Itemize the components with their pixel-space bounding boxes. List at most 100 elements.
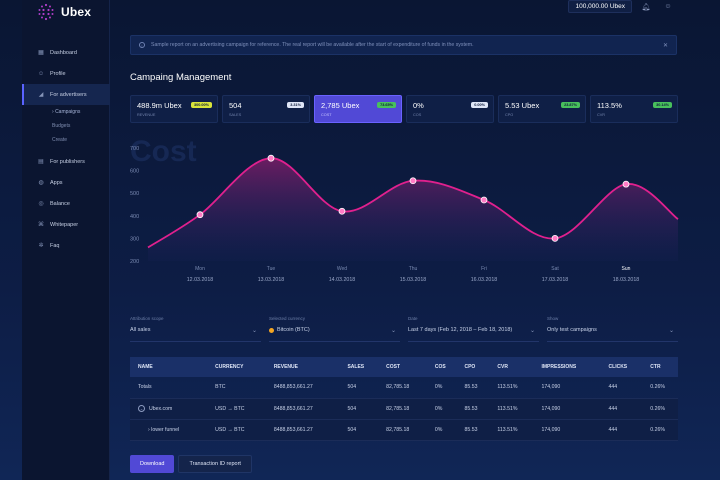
column-header[interactable]: IMPRESSIONS (533, 357, 601, 377)
table-cell-clicks: 444 (600, 419, 643, 441)
sidebar-item-for-publishers[interactable]: ▤ For publishers (22, 151, 110, 172)
sidebar-item-profile[interactable]: ☺ Profile (22, 63, 110, 84)
cell-text: 8488,853,661.27 (273, 426, 313, 433)
chevron-right-icon[interactable]: › (148, 426, 152, 433)
data-point[interactable] (338, 207, 346, 215)
sidebar-item-label: Whitepaper (50, 221, 79, 228)
close-icon[interactable]: ✕ (662, 43, 668, 49)
expand-toggle-icon[interactable]: ⌄ (138, 405, 145, 412)
table-cell-revenue: 8488,853,661.27 (265, 398, 340, 420)
table-cell-name: ⌄ Ubex.com (130, 398, 208, 420)
attribution-scope-select[interactable]: Attribution scope All sales ⌄ (130, 314, 261, 342)
table-cell-cvr: 113.51% (489, 377, 534, 399)
column-header[interactable]: REVENUE (265, 357, 340, 377)
filter-value: Only test campaigns (547, 327, 678, 333)
column-header[interactable]: NAME (130, 357, 208, 377)
y-tick-label: 500 (130, 191, 139, 197)
table-cell-currency: USD → BTC (207, 419, 266, 441)
x-tick-date: 12.03.2018 (187, 277, 214, 283)
main-content: 100,000.00 Ubex 🔔︎ ☺ i Sample report on … (110, 0, 720, 480)
x-tick-date: 14.03.2018 (329, 277, 356, 283)
data-point[interactable] (196, 211, 204, 219)
sidebar-item-balance[interactable]: ◎ Balance (22, 193, 110, 214)
data-point[interactable] (267, 154, 275, 162)
table-cell-cos: 0% (426, 377, 457, 399)
currency-select[interactable]: Selected currency Bitcoin (BTC) ⌄ (269, 314, 400, 342)
column-header[interactable]: CLICKS (600, 357, 643, 377)
table-cell-impressions: 174,090 (533, 419, 601, 441)
metric-card-sales[interactable]: 504 SALES 3.31% (222, 95, 310, 123)
logo[interactable]: Ubex (36, 2, 91, 22)
sidebar-item-faq[interactable]: ✲ Faq (22, 235, 110, 256)
metric-badge: 3.31% (287, 102, 304, 108)
dashboard-icon: ▦ (38, 49, 44, 56)
sidebar-item-for-advertisers[interactable]: ◢ For advertisers (22, 84, 110, 105)
data-point[interactable] (622, 180, 630, 188)
cell-text: 444 (608, 405, 618, 412)
table-header: NAME CURRENCY REVENUE SALES COST COS CPO CVR IMP… (130, 357, 678, 377)
sidebar: Ubex ▦ Dashboard ☺ Profile ◢ For adverti… (22, 0, 110, 480)
bell-icon[interactable]: 🔔︎ (641, 3, 651, 11)
balance-icon: ◎ (38, 200, 44, 207)
table-cell-clicks: 444 (600, 398, 643, 420)
table-cell-cpo: 85.53 (456, 398, 490, 420)
x-tick-day: Thu (409, 266, 418, 272)
column-header[interactable]: CVR (489, 357, 534, 377)
data-point[interactable] (480, 196, 488, 204)
sidebar-item-label: Apps (50, 179, 63, 186)
cell-text: 444 (608, 384, 618, 391)
x-tick-date: 16.03.2018 (471, 277, 498, 283)
metric-card-revenue[interactable]: 488.9m Ubex REVENUE 300.00% (130, 95, 218, 123)
download-button[interactable]: Download (130, 455, 175, 473)
cell-text: 8488,853,661.27 (273, 405, 313, 412)
sidebar-subitem-create[interactable]: Create (22, 133, 110, 147)
filter-value-text: Last 7 days (Feb 12, 2018 – Feb 18, 2018… (408, 327, 513, 333)
cell-text: 504 (347, 426, 357, 433)
metric-card-cpo[interactable]: 5.53 Ubex CPO 23.87% (498, 95, 586, 123)
cell-text: 0% (434, 405, 443, 412)
sidebar-item-dashboard[interactable]: ▦ Dashboard (22, 42, 110, 63)
column-header[interactable]: COST (378, 357, 427, 377)
table-cell-cpo: 85.53 (456, 419, 490, 441)
cell-text: 0.26% (650, 426, 666, 433)
column-header[interactable]: CURRENCY (207, 357, 266, 377)
table-cell-currency: BTC (207, 377, 266, 399)
metric-card-cos[interactable]: 0% COS 0.00% (406, 95, 494, 123)
data-point[interactable] (409, 177, 417, 185)
column-header[interactable]: CPO (456, 357, 490, 377)
column-header[interactable]: COS (426, 357, 457, 377)
x-tick-day: Sat (551, 266, 559, 272)
data-point[interactable] (551, 235, 559, 242)
notice-text: Sample report on an advertising campaign… (151, 42, 474, 48)
cell-text: 444 (608, 426, 618, 433)
cell-text: Ubex.com (149, 406, 173, 412)
transaction-report-button[interactable]: Transaction ID report (178, 455, 252, 473)
column-header[interactable]: SALES (339, 357, 379, 377)
table-cell-revenue: 8488,853,661.27 (265, 419, 340, 441)
table-cell-cos: 0% (426, 419, 457, 441)
balance-display[interactable]: 100,000.00 Ubex (568, 0, 632, 13)
cell-text: USD → BTC (215, 426, 245, 433)
area-fill (148, 158, 678, 261)
megaphone-icon: ◢ (38, 91, 44, 98)
cell-text: 113.51% (497, 426, 518, 433)
table-row[interactable]: ⌄ Ubex.com USD → BTC 8488,853,661.27 504 82,7… (130, 398, 678, 420)
date-select[interactable]: Date Last 7 days (Feb 12, 2018 – Feb 18,… (408, 314, 539, 342)
sidebar-subitem-campaigns[interactable]: › Campaigns (22, 105, 110, 119)
page-title: Campaing Management (130, 72, 232, 83)
sidebar-item-label: Faq (50, 242, 60, 249)
metric-value: 488.9m Ubex (137, 101, 182, 110)
show-select[interactable]: Show Only test campaigns ⌄ (547, 314, 678, 342)
sidebar-item-whitepaper[interactable]: ⌘ Whitepaper (22, 214, 110, 235)
table-cell-ctr: 0.26% (642, 419, 678, 441)
sidebar-item-apps[interactable]: ◍ Apps (22, 172, 110, 193)
column-header[interactable]: CTR (642, 357, 678, 377)
sidebar-subitem-budgets[interactable]: Budgets (22, 119, 110, 133)
table-cell-ctr: 0.26% (642, 377, 678, 399)
user-icon[interactable]: ☺ (664, 3, 672, 10)
table-row[interactable]: › lower funnel USD → BTC 8488,853,661.27 50… (130, 419, 678, 441)
metric-card-cost[interactable]: 2,785 Ubex COST 73.65% (314, 95, 402, 123)
table-cell-cvr: 113.51% (489, 419, 534, 441)
y-tick-label: 700 (130, 146, 139, 152)
metric-card-cvr[interactable]: 113.5% CVR 30.14% (590, 95, 678, 123)
